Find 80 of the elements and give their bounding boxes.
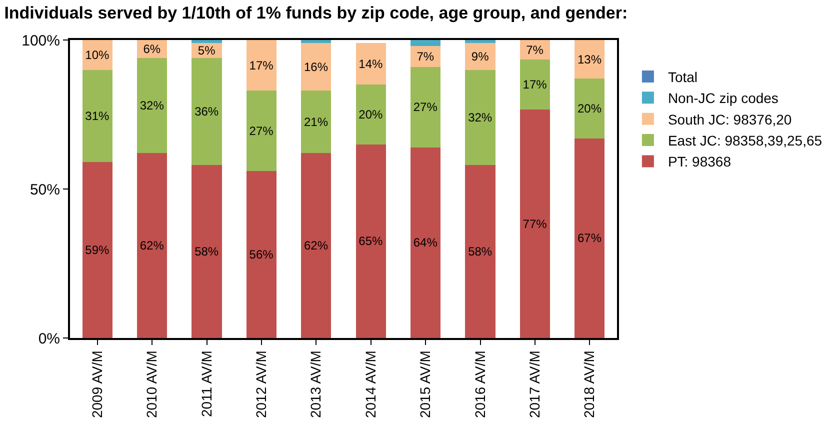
data-label: 14% xyxy=(358,56,384,71)
bar xyxy=(465,40,496,43)
bar xyxy=(520,60,550,110)
legend-label: South JC: 98376,20 xyxy=(668,111,792,128)
bar xyxy=(465,70,496,166)
data-label: 10% xyxy=(85,48,110,62)
bar xyxy=(192,165,222,338)
x-tick-label: 2012 AV/M xyxy=(253,350,269,418)
x-tick-label: 2018 AV/M xyxy=(581,350,598,418)
data-label: 27% xyxy=(413,100,438,114)
data-label: 62% xyxy=(140,238,164,253)
bar xyxy=(246,171,276,338)
bar xyxy=(574,40,605,79)
data-label: 6% xyxy=(143,42,161,56)
data-label: 20% xyxy=(577,102,602,116)
y-tick-label: 0% xyxy=(38,330,60,348)
data-label: 58% xyxy=(468,244,492,259)
data-label: 67% xyxy=(577,231,602,246)
bar xyxy=(465,42,496,70)
x-tick-label: 2016 AV/M xyxy=(472,350,488,418)
data-label: 65% xyxy=(358,234,384,248)
x-tick-label: 2015 AV/M xyxy=(417,350,434,418)
bar xyxy=(356,144,386,338)
bar xyxy=(192,58,222,166)
data-label: 32% xyxy=(140,98,164,113)
bar xyxy=(246,90,276,172)
bar xyxy=(410,147,441,338)
bar xyxy=(192,40,222,43)
x-tick-label: 2009 AV/M xyxy=(88,350,105,418)
x-tick-label: 2017 AV/M xyxy=(526,350,542,418)
data-label: 7% xyxy=(416,49,434,64)
bar xyxy=(356,84,386,144)
legend-label: Total xyxy=(668,68,698,85)
bar xyxy=(574,138,605,338)
bar xyxy=(301,153,332,338)
data-label: 27% xyxy=(249,124,274,138)
data-label: 59% xyxy=(85,243,110,258)
data-label: 31% xyxy=(85,108,110,123)
bar xyxy=(301,40,332,43)
bar xyxy=(137,58,168,154)
data-label: 64% xyxy=(413,236,438,250)
bar xyxy=(137,153,168,338)
data-label: 17% xyxy=(522,78,548,92)
bar xyxy=(410,40,441,46)
bar xyxy=(301,42,332,91)
x-tick-label: 2013 AV/M xyxy=(308,350,324,418)
data-label: 5% xyxy=(198,43,216,58)
data-label: 16% xyxy=(304,60,328,74)
data-label: 20% xyxy=(358,108,384,122)
bar xyxy=(465,165,496,338)
bar xyxy=(301,90,332,154)
data-label: 9% xyxy=(471,49,490,64)
bar xyxy=(520,110,550,338)
data-label: 36% xyxy=(194,104,219,119)
data-label: 56% xyxy=(249,248,274,262)
legend-label: Non-JC zip codes xyxy=(668,90,778,106)
chart-title: Individuals served by 1/10th of 1% funds by zip code, age group, and gender: xyxy=(4,3,628,22)
bar xyxy=(356,42,386,85)
legend-label: East JC: 98358,39,25,65 xyxy=(668,132,822,149)
y-tick-label: 50% xyxy=(30,181,60,198)
y-tick-label: 100% xyxy=(22,32,60,50)
bar xyxy=(246,40,276,91)
bar xyxy=(410,46,441,67)
bar xyxy=(82,40,112,70)
data-label: 7% xyxy=(526,42,544,57)
data-label: 62% xyxy=(304,238,328,253)
bar xyxy=(82,70,112,162)
data-label: 21% xyxy=(304,114,328,129)
bar xyxy=(410,66,441,148)
data-label: 77% xyxy=(522,216,548,231)
data-label: 58% xyxy=(194,244,219,259)
bar xyxy=(82,162,112,338)
legend-label: PT: 98368 xyxy=(668,154,732,170)
x-tick-label: 2014 AV/M xyxy=(362,350,378,418)
data-label: 32% xyxy=(468,110,492,124)
x-tick-label: 2010 AV/M xyxy=(144,350,160,418)
data-label: 13% xyxy=(577,52,602,66)
x-tick-label: 2011 AV/M xyxy=(198,350,214,418)
bar xyxy=(574,78,605,138)
data-label: 17% xyxy=(249,58,274,72)
